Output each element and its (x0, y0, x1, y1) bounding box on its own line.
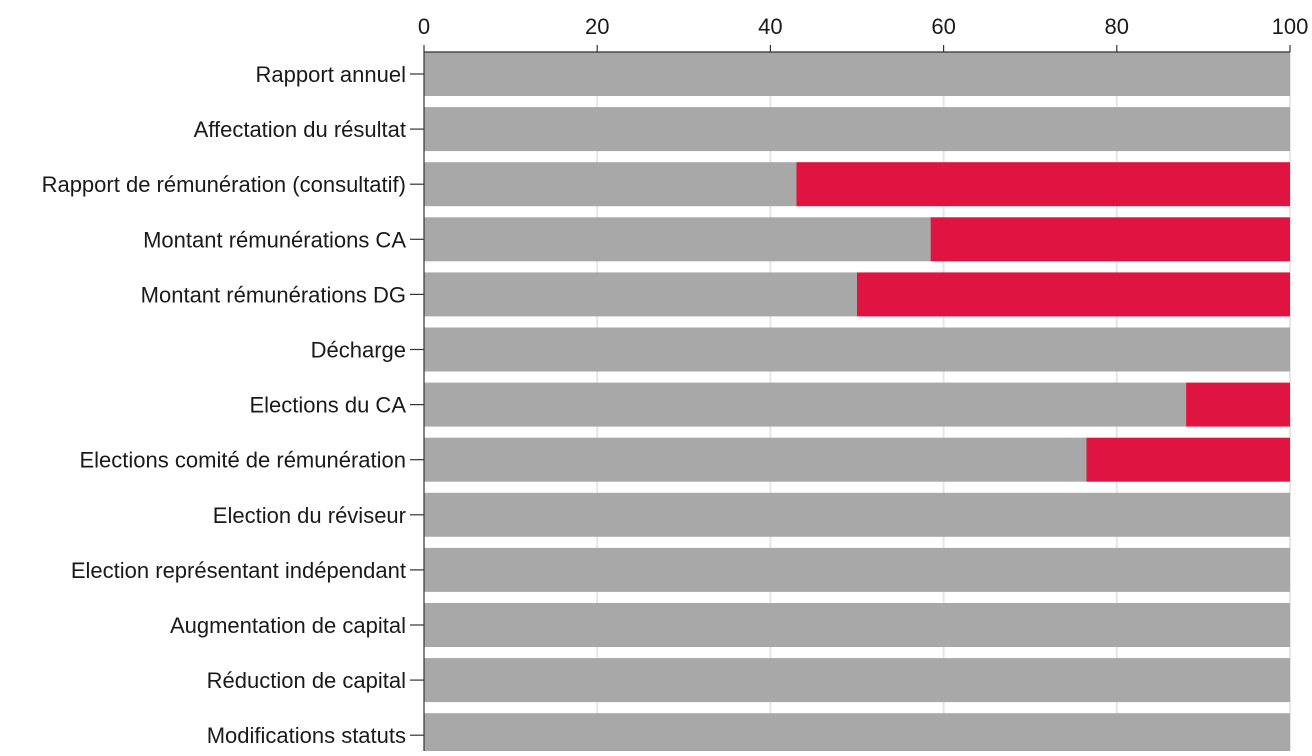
category-label-7: Elections comité de rémunération (80, 448, 407, 473)
bar-layer (424, 52, 1290, 756)
bar-grey-4 (424, 272, 857, 317)
x-tick-label-100: 100 (1272, 14, 1309, 39)
x-tick-label-0: 0 (418, 14, 430, 39)
bar-grey-0 (424, 52, 1290, 96)
bar-grey-3 (424, 217, 931, 262)
bar-red-6 (1186, 382, 1290, 427)
category-label-0: Rapport annuel (256, 62, 406, 87)
label-layer: 0 20 40 60 80 100 Rapport annuel Affectation du… (42, 14, 1309, 748)
bar-grey-9 (424, 547, 1290, 592)
x-tick-label-60: 60 (931, 14, 955, 39)
category-label-9: Election représentant indépendant (71, 558, 406, 583)
category-label-8: Election du réviseur (213, 503, 406, 528)
x-tick-label-20: 20 (585, 14, 609, 39)
bar-red-7 (1086, 437, 1290, 482)
category-label-11: Réduction de capital (207, 668, 406, 693)
bar-grey-1 (424, 107, 1290, 152)
category-label-10: Augmentation de capital (170, 613, 406, 638)
category-label-6: Elections du CA (249, 393, 406, 418)
category-label-12: Modifications statuts (207, 723, 406, 748)
axis-layer (410, 45, 1291, 751)
category-label-2: Rapport de rémunération (consultatif) (42, 172, 406, 197)
bar-grey-2 (424, 162, 797, 207)
bar-red-3 (930, 217, 1290, 262)
category-label-3: Montant rémunérations CA (143, 227, 406, 252)
bar-red-2 (796, 162, 1290, 207)
bar-grey-5 (424, 327, 1290, 372)
bar-grey-10 (424, 603, 1290, 647)
category-label-1: Affectation du résultat (194, 117, 406, 142)
bar-grey-11 (424, 658, 1290, 703)
x-tick-label-40: 40 (758, 14, 782, 39)
bar-grey-8 (424, 492, 1290, 537)
bar-red-4 (857, 272, 1290, 317)
bar-grey-6 (424, 382, 1187, 427)
bar-grey-12 (424, 713, 1290, 756)
category-label-5: Décharge (311, 338, 406, 363)
x-tick-label-80: 80 (1105, 14, 1129, 39)
category-label-4: Montant rémunérations DG (141, 282, 406, 307)
bar-grey-7 (424, 437, 1087, 482)
